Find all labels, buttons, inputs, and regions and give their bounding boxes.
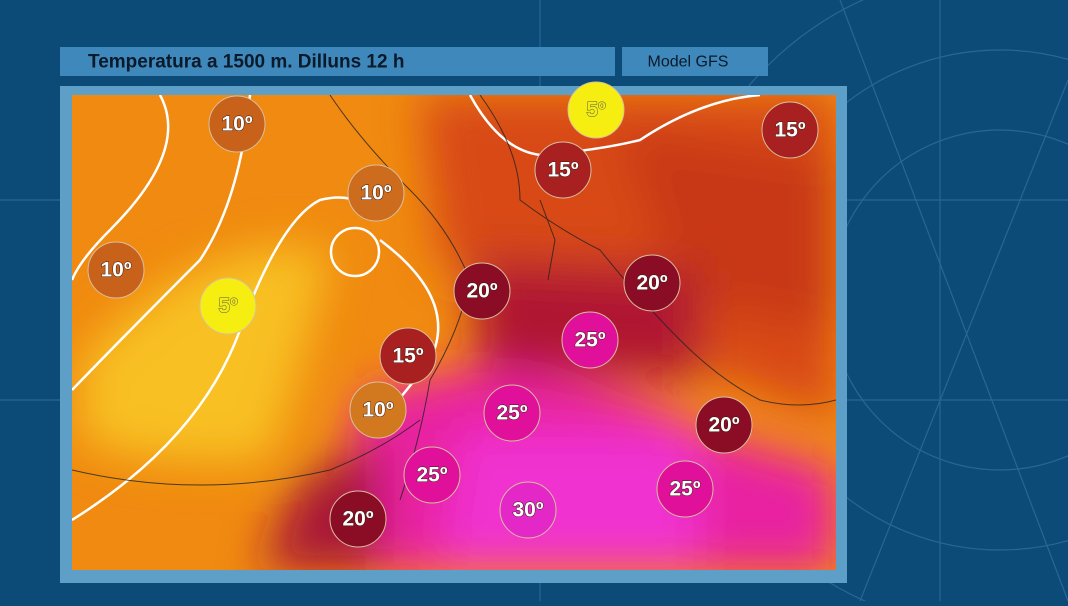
label-bubble — [695, 396, 753, 454]
label-bubble — [561, 311, 619, 369]
temperature-label: 10º — [221, 113, 252, 136]
label-bubble — [349, 381, 407, 439]
label-bubble — [499, 481, 557, 539]
title-bar — [60, 47, 615, 76]
temperature-label: 20º — [636, 272, 667, 295]
temperature-label: 5º — [586, 99, 606, 122]
label-bubble — [208, 95, 266, 153]
label-bubble — [199, 277, 257, 335]
label-bubble — [483, 384, 541, 442]
label-bubble — [453, 262, 511, 320]
label-bubble — [567, 81, 625, 139]
label-bubble — [403, 446, 461, 504]
temperature-label: 10º — [100, 259, 131, 282]
temperature-label: 25º — [496, 402, 527, 425]
temperature-label: 20º — [342, 508, 373, 531]
temperature-label: 25º — [574, 329, 605, 352]
temperature-label: 30º — [512, 499, 543, 522]
temperature-label: 20º — [708, 414, 739, 437]
label-bubble — [329, 490, 387, 548]
temperature-label: 20º — [466, 280, 497, 303]
label-bubble — [623, 254, 681, 312]
temperature-label: 15º — [547, 159, 578, 182]
temperature-label: 10º — [360, 182, 391, 205]
temperature-label: 5º — [218, 295, 238, 318]
label-bubble — [656, 460, 714, 518]
model-bar — [622, 47, 768, 76]
label-bubble — [379, 327, 437, 385]
map — [72, 95, 836, 570]
isotherms — [72, 95, 761, 522]
label-bubble — [534, 141, 592, 199]
temperature-label: 15º — [774, 119, 805, 142]
model-label: Model GFS — [648, 54, 729, 71]
temperature-label: 15º — [392, 345, 423, 368]
temperature-label: 25º — [669, 478, 700, 501]
label-bubble — [761, 101, 819, 159]
temperature-labels: 10º 5º 15º 15º 10º 10º 5º 20º 20º 25º 15… — [87, 81, 819, 548]
temperature-label: 10º — [362, 399, 393, 422]
temperature-label: 25º — [416, 464, 447, 487]
label-bubble — [87, 241, 145, 299]
label-bubble — [347, 164, 405, 222]
title: Temperatura a 1500 m. Dilluns 12 h — [88, 52, 404, 73]
